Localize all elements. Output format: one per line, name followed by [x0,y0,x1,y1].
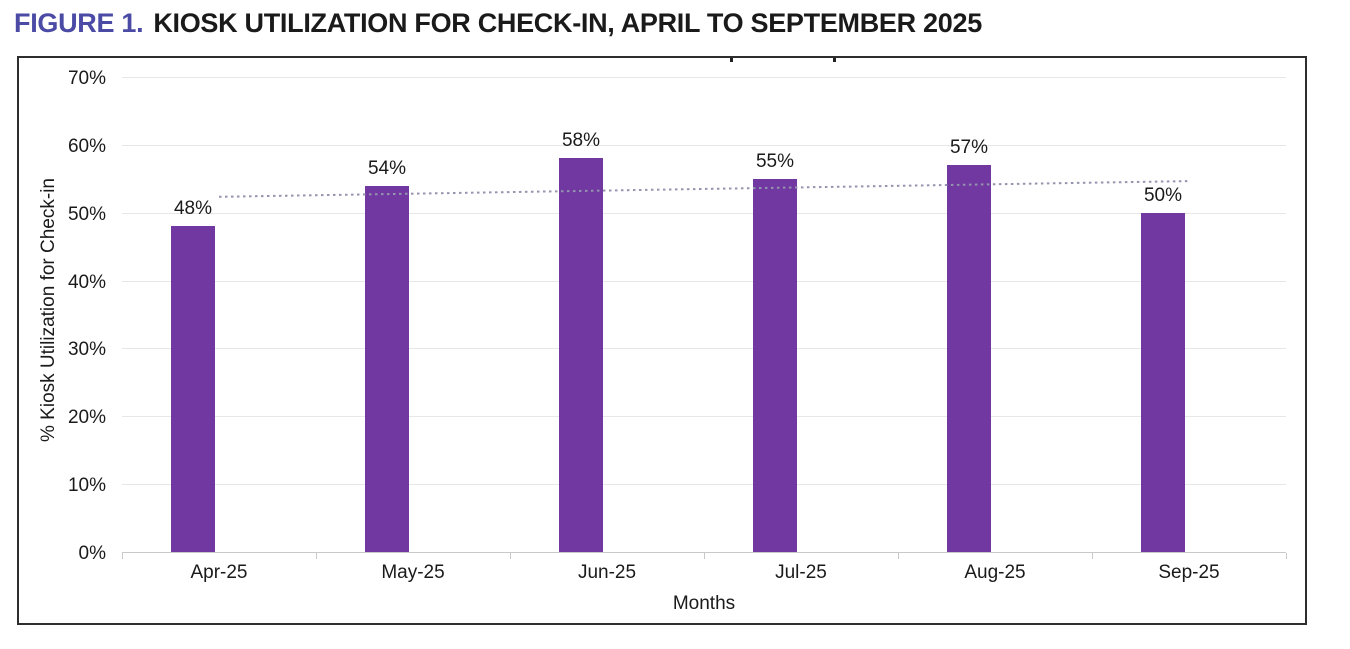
bar-may-25 [365,185,409,552]
y-tick-label: 20% [67,407,106,429]
category-tick [1286,553,1287,559]
plot-area: Months 0% 10% 20% 30% 40% 50% 60% 70% 48% Apr-25 5… [68,58,1287,614]
bar-value-label: 50% [1143,184,1183,206]
grid-line [122,280,1286,282]
bar-value-label: 48% [173,198,212,220]
grid-line [122,484,1286,486]
x-axis-title: Months [672,593,736,614]
bar-apr-25 [170,226,215,552]
y-tick-label: 30% [67,339,106,361]
y-tick-label: 0% [78,543,106,564]
x-tick-label: Jun-25 [577,562,637,583]
grid-line [122,77,1286,78]
y-tick-label: 70% [67,68,106,89]
bar-sep-25 [1141,212,1185,552]
y-tick-label: 50% [67,203,106,225]
figure-title: FIGURE 1. KIOSK UTILIZATION FOR CHECK-IN,… [14,8,982,39]
chart-frame: % Kiosk Utilization for Check-in Months … [17,56,1307,625]
y-tick-label: 60% [67,135,106,157]
x-tick-label: Aug-25 [964,562,1026,583]
x-axis-line [122,552,1286,553]
x-tick-label: Sep-25 [1158,562,1220,583]
figure-title-text: KIOSK UTILIZATION FOR CHECK-IN, APRIL TO… [153,8,982,38]
grid-line [122,416,1286,418]
category-tick [316,553,317,559]
figure-label: FIGURE 1. [14,8,144,38]
clipped-chart-title-descender [833,58,836,62]
grid-line [122,212,1286,214]
category-tick [122,553,123,559]
clipped-chart-title-descender [730,58,733,62]
grid-line [122,144,1286,146]
x-tick-label: Apr-25 [190,562,248,583]
bar-aug-25 [947,165,991,552]
bar-value-label: 55% [755,150,794,172]
bar-value-label: 58% [561,130,601,152]
y-axis-title: % Kiosk Utilization for Check-in [38,178,59,442]
category-tick [704,553,705,559]
bar-jun-25 [559,158,603,552]
category-tick [509,553,511,559]
y-tick-label: 40% [67,271,106,293]
x-tick-label: Jul-25 [775,562,827,583]
category-tick [1091,553,1093,559]
category-tick [898,553,899,559]
bar-value-label: 54% [367,157,407,179]
y-tick-label: 10% [67,475,106,497]
grid-line [122,348,1286,350]
x-tick-label: May-25 [381,562,445,583]
bar-jul-25 [752,178,797,552]
bar-value-label: 57% [949,137,989,159]
trendline [218,180,1190,198]
